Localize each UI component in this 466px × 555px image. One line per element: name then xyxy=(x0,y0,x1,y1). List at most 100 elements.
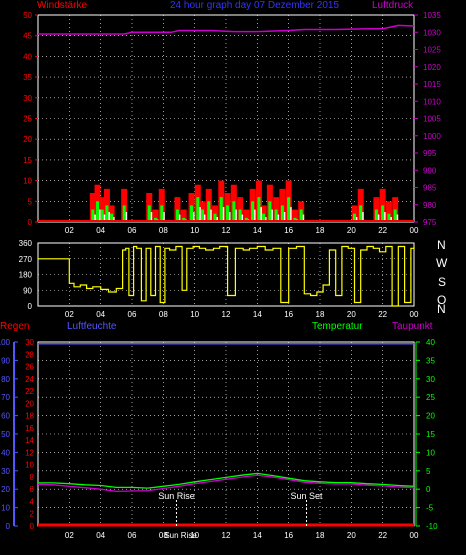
wind-ytick-label: 25 xyxy=(23,115,32,124)
wind-avg-bar xyxy=(359,205,363,222)
humidity-ytick-label: 20 xyxy=(1,485,10,494)
wind-avg-bar xyxy=(251,201,255,222)
direction-xtick-label: 20 xyxy=(347,310,356,319)
wind-avg-bar xyxy=(91,209,95,222)
climate-xtick-label: 12 xyxy=(222,531,231,540)
wind-min-bar xyxy=(260,207,262,222)
wind-ytick-label: 10 xyxy=(23,177,32,186)
wind-avg-bar xyxy=(293,217,297,222)
wind-min-bar xyxy=(396,214,399,222)
rain-ytick-label: 10 xyxy=(25,461,34,470)
pressure-ytick-label: 1020 xyxy=(423,63,441,72)
compass-w: W xyxy=(436,256,448,270)
wind-min-bar xyxy=(290,207,292,222)
direction-ytick-label: 270 xyxy=(19,255,33,264)
climate-xtick-label: 10 xyxy=(190,531,199,540)
temperature-ytick-label: 35 xyxy=(426,356,435,365)
wind-min-bar xyxy=(204,214,206,222)
temperature-ytick-label: 30 xyxy=(426,375,435,384)
climate-xtick-label: 22 xyxy=(378,531,387,540)
direction-ytick-label: 0 xyxy=(28,302,33,311)
wind-min-bar xyxy=(103,214,106,222)
wind-avg-bar xyxy=(182,217,186,222)
pressure-ytick-label: 1010 xyxy=(423,97,441,106)
wind-ytick-label: 40 xyxy=(23,52,32,61)
wind-avg-bar xyxy=(268,201,272,222)
wind-avg-bar xyxy=(110,213,114,222)
wind-avg-bar xyxy=(352,213,356,222)
wind-avg-bar xyxy=(147,205,151,222)
wind-ytick-label: 5 xyxy=(28,197,33,206)
humidity-ytick-label: 30 xyxy=(1,467,10,476)
wind-avg-bar xyxy=(274,209,278,222)
rain-ytick-label: 0 xyxy=(30,522,35,531)
label-temperatur: Temperatur xyxy=(312,321,363,332)
humidity-ytick-label: 90 xyxy=(1,356,10,365)
rain-ytick-label: 14 xyxy=(25,436,34,445)
wind-avg-bar xyxy=(219,197,223,222)
humidity-ytick-label: 70 xyxy=(1,393,10,402)
temperature-ytick-label: 15 xyxy=(426,430,435,439)
wind-min-bar xyxy=(222,207,225,222)
wind-min-bar xyxy=(241,214,244,222)
rain-ytick-label: 24 xyxy=(25,375,34,384)
wind-min-bar xyxy=(210,209,212,222)
wind-avg-bar xyxy=(160,205,164,222)
wind-ytick-label: 30 xyxy=(23,94,32,103)
wind-xtick-label: 08 xyxy=(159,226,168,235)
wind-avg-bar xyxy=(154,217,157,222)
wind-ytick-label: 35 xyxy=(23,73,32,82)
climate-xtick-label: 08 xyxy=(159,531,168,540)
wind-gust-bar xyxy=(180,209,187,222)
direction-ytick-label: 90 xyxy=(23,286,32,295)
direction-line xyxy=(38,245,415,307)
wind-avg-bar xyxy=(226,205,230,222)
wind-min-bar xyxy=(362,212,364,222)
wind-xtick-label: 12 xyxy=(222,226,231,235)
direction-xtick-label: 22 xyxy=(378,310,387,319)
pressure-ytick-label: 1000 xyxy=(423,132,441,141)
rain-ytick-label: 18 xyxy=(25,412,34,421)
wind-xtick-label: 14 xyxy=(253,226,262,235)
wind-avg-bar xyxy=(122,205,126,222)
direction-xtick-label: 06 xyxy=(128,310,137,319)
label-luftfeuchte: Luftfeuchte xyxy=(67,321,117,332)
wind-avg-bar xyxy=(262,213,266,222)
humidity-ytick-label: 40 xyxy=(1,448,10,457)
temperature-line xyxy=(38,472,415,489)
direction-xtick-label: 12 xyxy=(222,310,231,319)
pressure-ytick-label: 985 xyxy=(423,184,437,193)
wind-min-bar xyxy=(302,214,305,222)
rain-ytick-label: 28 xyxy=(25,350,34,359)
direction-ytick-label: 180 xyxy=(19,271,33,280)
wind-xtick-label: 20 xyxy=(347,226,356,235)
wind-avg-bar xyxy=(280,205,284,222)
wind-xtick-label: 06 xyxy=(128,226,137,235)
climate-xtick-label: Sun Rise xyxy=(164,531,197,540)
wind-ytick-label: 0 xyxy=(28,218,33,227)
wind-xtick-label: 18 xyxy=(316,226,325,235)
wind-ytick-label: 45 xyxy=(23,32,32,41)
direction-xtick-label: 02 xyxy=(65,310,74,319)
wind-ytick-label: 20 xyxy=(23,135,32,144)
temperature-ytick-label: -5 xyxy=(426,504,434,513)
climate-xtick-label: 18 xyxy=(316,531,325,540)
temperature-ytick-label: 20 xyxy=(426,412,435,421)
temperature-ytick-label: 40 xyxy=(426,338,435,347)
pressure-ytick-label: 1030 xyxy=(423,28,441,37)
label-taupunkt: Taupunkt xyxy=(392,321,433,332)
wind-avg-bar xyxy=(257,197,261,222)
rain-ytick-label: 8 xyxy=(30,473,35,482)
climate-xtick-label: 14 xyxy=(253,531,262,540)
wind-gust-bar xyxy=(243,209,250,222)
wind-avg-bar xyxy=(96,201,100,222)
compass-n-top: N xyxy=(437,238,446,252)
pressure-ytick-label: 980 xyxy=(423,201,437,210)
rain-ytick-label: 26 xyxy=(25,363,34,372)
pressure-ytick-label: 975 xyxy=(423,218,437,227)
wind-avg-bar xyxy=(196,197,200,222)
pressure-ytick-label: 1005 xyxy=(423,115,441,124)
wind-min-bar xyxy=(125,212,128,222)
wind-min-bar xyxy=(271,209,273,222)
wind-xtick-label: 10 xyxy=(190,226,199,235)
